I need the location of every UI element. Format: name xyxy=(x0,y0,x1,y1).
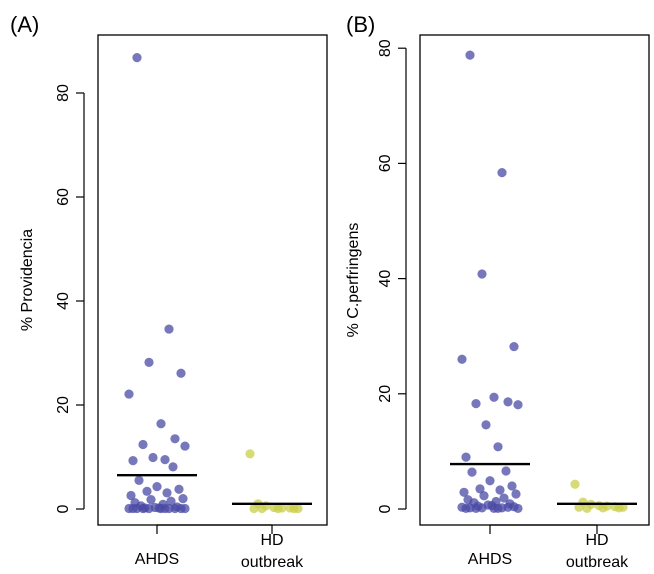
panel-a-ylabel: % Providencia xyxy=(19,229,36,331)
y-tick-label: 40 xyxy=(377,270,394,288)
ahds-point xyxy=(503,397,513,407)
ahds-point xyxy=(507,481,517,491)
ahds-point xyxy=(156,419,166,429)
x-tick-label: HD outbreak xyxy=(241,532,304,571)
ahds-point xyxy=(499,493,509,503)
ahds-point xyxy=(128,503,138,514)
ahds-point xyxy=(479,491,489,501)
panel-a-plot-box xyxy=(97,34,328,526)
ahds-point xyxy=(142,486,152,496)
panel-b-medians xyxy=(450,462,637,506)
ahds-point xyxy=(144,357,154,367)
panel-b-y-axis: 0 20 40 60 80 xyxy=(377,39,407,513)
panel-a-y-axis: 0 20 40 60 80 xyxy=(55,84,85,513)
hd-outbreak-point xyxy=(257,503,267,514)
panel-b: (B) % C.perfringens 0 20 40 60 80 AHDS HD outb… xyxy=(345,12,650,571)
ahds-point xyxy=(459,487,469,497)
ahds-point xyxy=(493,503,503,514)
ahds-point xyxy=(126,490,136,501)
ahds-point xyxy=(509,341,519,352)
ahds-point xyxy=(461,452,471,462)
ahds-point xyxy=(495,485,505,495)
ahds-point xyxy=(174,484,184,494)
panel-a: (A) % Providencia 0 20 40 60 80 AHDS HD outbre… xyxy=(10,12,328,571)
panel-b-label: (B) xyxy=(346,12,375,37)
ahds-point xyxy=(467,467,477,477)
panel-a-label: (A) xyxy=(10,12,39,37)
hd-outbreak-point xyxy=(249,503,259,514)
y-tick-label: 60 xyxy=(55,188,72,206)
ahds-point xyxy=(457,354,467,364)
ahds-point xyxy=(128,456,138,466)
panel-a-points xyxy=(124,53,303,514)
ahds-point xyxy=(146,495,156,505)
panel-b-ylabel: % C.perfringens xyxy=(345,223,362,338)
y-tick-label: 0 xyxy=(377,504,394,513)
ahds-point xyxy=(148,452,158,463)
y-tick-label: 60 xyxy=(377,154,394,172)
ahds-point xyxy=(152,482,162,492)
hd-outbreak-point xyxy=(273,503,283,514)
panel-b-plot-box xyxy=(419,34,650,526)
ahds-point xyxy=(180,441,190,451)
panel-a-x-axis: AHDS HD outbreak xyxy=(135,524,304,571)
ahds-point xyxy=(489,392,499,402)
ahds-point xyxy=(485,476,495,486)
x-tick-label: HD outbreak xyxy=(566,532,629,571)
ahds-point xyxy=(501,466,511,476)
ahds-point xyxy=(477,269,487,279)
ahds-point xyxy=(497,168,507,178)
ahds-point xyxy=(164,324,174,334)
ahds-point xyxy=(160,455,170,465)
panel-b-points xyxy=(457,50,628,514)
ahds-point xyxy=(511,489,521,499)
ahds-point xyxy=(481,420,491,430)
ahds-point xyxy=(493,442,503,452)
ahds-point xyxy=(138,503,148,514)
hd-outbreak-point xyxy=(582,503,592,514)
ahds-point xyxy=(471,503,481,514)
ahds-point xyxy=(134,475,144,485)
ahds-point xyxy=(162,488,172,498)
y-tick-label: 0 xyxy=(55,504,72,513)
y-tick-label: 80 xyxy=(55,84,72,102)
ahds-point xyxy=(178,494,188,504)
ahds-point xyxy=(168,462,178,472)
hd-outbreak-point xyxy=(289,503,299,514)
y-tick-label: 20 xyxy=(55,396,72,414)
panel-b-x-axis: AHDS HD outbreak xyxy=(468,524,629,571)
ahds-point xyxy=(176,368,186,378)
ahds-point xyxy=(471,398,481,409)
ahds-point xyxy=(513,503,523,514)
ahds-point xyxy=(475,484,485,494)
ahds-point xyxy=(170,434,180,444)
y-tick-label: 20 xyxy=(377,385,394,403)
ahds-point xyxy=(166,496,176,506)
ahds-point xyxy=(124,389,134,399)
ahds-point xyxy=(138,439,148,450)
x-tick-label: AHDS xyxy=(135,551,179,568)
hd-outbreak-point xyxy=(598,503,608,513)
hd-outbreak-point xyxy=(245,449,255,459)
y-tick-label: 40 xyxy=(55,292,72,310)
ahds-point xyxy=(180,503,190,514)
ahds-point xyxy=(513,400,523,410)
panel-a-medians xyxy=(117,474,312,505)
x-tick-label: AHDS xyxy=(468,551,512,568)
y-tick-label: 80 xyxy=(377,39,394,57)
hd-outbreak-point xyxy=(614,503,624,513)
ahds-point xyxy=(461,503,471,514)
ahds-point xyxy=(160,503,170,514)
ahds-point xyxy=(465,50,475,60)
ahds-point xyxy=(132,53,142,63)
hd-outbreak-point xyxy=(570,479,580,489)
